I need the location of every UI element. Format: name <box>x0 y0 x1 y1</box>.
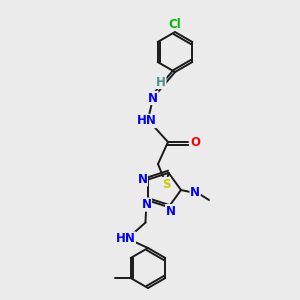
Text: N: N <box>137 173 147 186</box>
Text: N: N <box>166 205 176 218</box>
Text: O: O <box>190 136 200 148</box>
Text: HN: HN <box>137 115 157 128</box>
Text: H: H <box>156 76 166 88</box>
Text: N: N <box>141 198 152 211</box>
Text: N: N <box>148 92 158 104</box>
Text: HN: HN <box>116 232 135 245</box>
Text: N: N <box>190 187 200 200</box>
Text: Cl: Cl <box>169 17 182 31</box>
Text: S: S <box>162 178 170 190</box>
